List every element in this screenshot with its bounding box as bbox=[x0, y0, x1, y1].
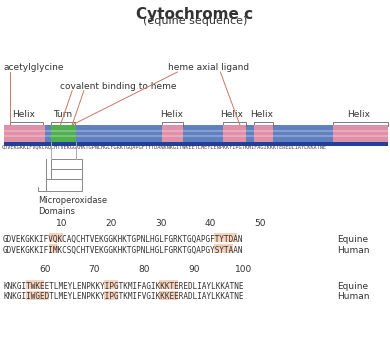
Text: Helix: Helix bbox=[160, 110, 183, 119]
Text: MP-11: MP-11 bbox=[51, 180, 77, 189]
Text: KNKGITWKEETLMEYLENPKKYIPGTKMIFAGIKKKTEREDLIAYLKKATNE: KNKGITWKEETLMEYLENPKKYIPGTKMIFAGIKKKTERE… bbox=[3, 282, 244, 291]
Text: 50: 50 bbox=[255, 219, 266, 228]
Text: Cytochrome c: Cytochrome c bbox=[136, 7, 254, 22]
Text: 90: 90 bbox=[188, 265, 200, 274]
Text: 70: 70 bbox=[89, 265, 100, 274]
Text: Human: Human bbox=[337, 246, 370, 255]
Text: GDVEKGKKIFVQKCAQCHTVEKGGKHKTGPNLHGLFGRKTGQAPGFTYTDANKNKGITWKEETLMEYLENPKKYIPGTKM: GDVEKGKKIFVQKCAQCHTVEKGGKHKTGPNLHGLFGRKT… bbox=[2, 145, 327, 150]
Text: Helix: Helix bbox=[221, 110, 243, 119]
Text: 20: 20 bbox=[105, 219, 117, 228]
Text: 10: 10 bbox=[56, 219, 67, 228]
Text: GDVEKGKKIFVQKCAQCHTVEKGGKHKTGPNLHGLFGRKTGQAPGFTYTDAN: GDVEKGKKIFVQKCAQCHTVEKGGKHKTGPNLHGLFGRKT… bbox=[3, 235, 244, 244]
Bar bbox=[49, 233, 63, 242]
Text: 60: 60 bbox=[39, 265, 51, 274]
Text: Helix: Helix bbox=[347, 110, 370, 119]
Text: Helix: Helix bbox=[12, 110, 35, 119]
Bar bbox=[51, 159, 82, 169]
Bar bbox=[162, 125, 183, 142]
Text: Microperoxidase
Domains: Microperoxidase Domains bbox=[38, 196, 107, 216]
Bar bbox=[214, 233, 237, 242]
Text: (equine sequence): (equine sequence) bbox=[143, 16, 247, 26]
Bar bbox=[159, 291, 177, 300]
Bar bbox=[4, 125, 388, 142]
Bar bbox=[4, 142, 388, 146]
Text: 30: 30 bbox=[155, 219, 167, 228]
Text: MP-9: MP-9 bbox=[56, 170, 76, 179]
Bar bbox=[104, 280, 118, 289]
Text: heme axial ligand: heme axial ligand bbox=[168, 63, 249, 72]
Bar bbox=[51, 169, 82, 179]
Bar bbox=[159, 280, 177, 289]
Bar bbox=[49, 244, 58, 253]
Text: acetylglycine: acetylglycine bbox=[4, 63, 64, 72]
Text: KNKGIIWGEDTLMEYLENPKKYIPGTKMIFVGIKKKEERADLIAYLKKATNE: KNKGIIWGEDTLMEYLENPKKYIPGTKMIFVGIKKKEERA… bbox=[3, 292, 244, 301]
Bar bbox=[214, 244, 233, 253]
Text: covalent binding to heme: covalent binding to heme bbox=[60, 82, 177, 91]
Bar bbox=[254, 125, 273, 142]
Text: Equine: Equine bbox=[337, 235, 369, 244]
Bar bbox=[4, 135, 388, 137]
Bar bbox=[46, 179, 82, 191]
Bar bbox=[26, 280, 35, 289]
Text: GDVEKGKKIFIMKCSQCHTVEKGGKHKTGPNLHGLFGRKTGQAPGYSYTAAN: GDVEKGKKIFIMKCSQCHTVEKGGKHKTGPNLHGLFGRKT… bbox=[3, 246, 244, 255]
Bar bbox=[35, 291, 49, 300]
Bar bbox=[4, 130, 388, 132]
Bar bbox=[4, 125, 45, 142]
Text: Equine: Equine bbox=[337, 282, 369, 291]
Bar bbox=[223, 125, 246, 142]
Text: 80: 80 bbox=[138, 265, 150, 274]
Text: 40: 40 bbox=[205, 219, 216, 228]
Text: Helix: Helix bbox=[251, 110, 273, 119]
Text: MP-8: MP-8 bbox=[56, 160, 76, 168]
Bar bbox=[333, 125, 388, 142]
Text: Human: Human bbox=[337, 292, 370, 301]
Bar bbox=[51, 125, 76, 142]
Text: Turn: Turn bbox=[53, 110, 72, 119]
Bar bbox=[35, 280, 44, 289]
Bar bbox=[26, 291, 35, 300]
Bar bbox=[104, 291, 118, 300]
Text: 100: 100 bbox=[235, 265, 252, 274]
